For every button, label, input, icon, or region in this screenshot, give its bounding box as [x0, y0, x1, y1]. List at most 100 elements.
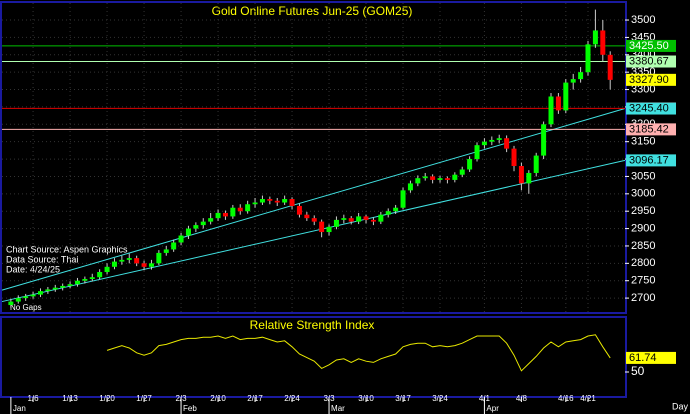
candle-body	[141, 263, 147, 267]
y-tick-label: 3500	[631, 14, 655, 26]
candle-body	[126, 258, 132, 260]
level-label-box	[626, 39, 676, 52]
level-label: 3425.50	[629, 40, 669, 52]
candle-body	[23, 296, 29, 299]
candle-body	[282, 199, 288, 203]
candle-body	[511, 148, 517, 167]
candle-body	[60, 285, 66, 288]
y-tick-label: 50	[631, 364, 645, 378]
candle-body	[607, 54, 613, 80]
candle-body	[267, 199, 273, 201]
candle-body	[348, 218, 354, 222]
x-tick-label: 3/10	[358, 394, 374, 403]
candle-body	[37, 291, 43, 295]
month-label: Apr	[486, 404, 499, 413]
candle-body	[526, 172, 532, 184]
candle-body	[467, 159, 473, 170]
candle-body	[111, 261, 117, 267]
month-label: Mar	[331, 404, 345, 413]
rsi-panel	[0, 316, 627, 398]
y-tick-label: 2750	[631, 275, 655, 287]
x-tick-label: 1/27	[136, 394, 152, 403]
candle-body	[252, 202, 258, 205]
candle-body	[82, 278, 88, 281]
candle-body	[289, 199, 295, 206]
last-price-label: 3327.90	[629, 74, 669, 86]
candle-body	[585, 44, 591, 73]
candle-body	[30, 294, 36, 297]
note: Data Source: Thai	[6, 254, 78, 264]
x-tick-label: 2/24	[284, 394, 300, 403]
candle-body	[45, 289, 51, 292]
y-tick-label: 2800	[631, 257, 655, 269]
candle-body	[304, 214, 310, 219]
candle-body	[600, 30, 606, 55]
x-tick-label: 2/10	[210, 394, 226, 403]
candle-body	[193, 225, 199, 229]
candle-body	[400, 190, 406, 208]
candle-body	[481, 141, 487, 146]
candle-body	[356, 216, 362, 222]
candle-body	[452, 174, 458, 180]
candle-body	[119, 259, 125, 262]
candle-body	[245, 204, 251, 212]
y-tick-label: 2850	[631, 240, 655, 252]
x-tick-label: 4/16	[558, 394, 574, 403]
candle-body	[415, 178, 421, 184]
candle-body	[430, 176, 436, 180]
y-tick-label: 3150	[631, 136, 655, 148]
candle-body	[15, 298, 21, 302]
y-tick-label: 2700	[631, 292, 655, 304]
candle-body	[578, 72, 584, 80]
candle-body	[385, 211, 391, 215]
candle-body	[533, 155, 539, 173]
candle-body	[89, 277, 95, 279]
channel-label: 3096.17	[629, 154, 669, 166]
x-tick-label: 2/17	[247, 394, 263, 403]
candle-body	[178, 235, 184, 243]
x-tick-label: 4/21	[580, 394, 596, 403]
level-label-box	[626, 123, 676, 136]
candle-body	[378, 214, 384, 222]
rsi-last-label: 61.74	[629, 352, 657, 364]
candle-body	[274, 200, 280, 203]
candle-body	[548, 96, 554, 125]
candle-body	[156, 252, 162, 264]
level-label: 3185.42	[629, 123, 669, 135]
candle-body	[237, 207, 243, 212]
candle-body	[363, 216, 369, 220]
x-tick-label: 1/6	[28, 394, 40, 403]
candle-body	[555, 96, 561, 111]
x-unit-label: Day	[672, 401, 689, 411]
candle-body	[319, 221, 325, 233]
x-tick-label: 1/20	[99, 394, 115, 403]
candle-body	[104, 266, 110, 273]
candle-body	[407, 183, 413, 191]
candle-body	[563, 82, 569, 111]
note: Chart Source: Aspen Graphics	[6, 244, 128, 254]
x-tick-label: 4/8	[516, 394, 528, 403]
candle-body	[326, 226, 332, 233]
candle-body	[215, 212, 221, 219]
chart-title: Gold Online Futures Jun-25 (GOM25)	[212, 4, 413, 18]
x-tick-label: 3/17	[395, 394, 411, 403]
y-tick-label: 2950	[631, 205, 655, 217]
candle-body	[230, 207, 236, 217]
month-label: Jan	[13, 404, 26, 413]
y-tick-label: 3300	[631, 83, 655, 95]
candle-body	[8, 301, 14, 306]
candle-body	[504, 138, 510, 149]
candle-body	[134, 258, 140, 264]
rsi-line	[106, 334, 611, 372]
candle-body	[459, 169, 465, 175]
candle-body	[296, 205, 302, 215]
candle-body	[208, 218, 214, 222]
candle-body	[518, 166, 524, 184]
channel-label: 3245.40	[629, 102, 669, 114]
candle-body	[393, 207, 399, 212]
rsi-last-label-box	[626, 351, 676, 364]
candle-body	[496, 138, 502, 140]
candle-body	[570, 79, 576, 83]
candle-body	[341, 218, 347, 220]
